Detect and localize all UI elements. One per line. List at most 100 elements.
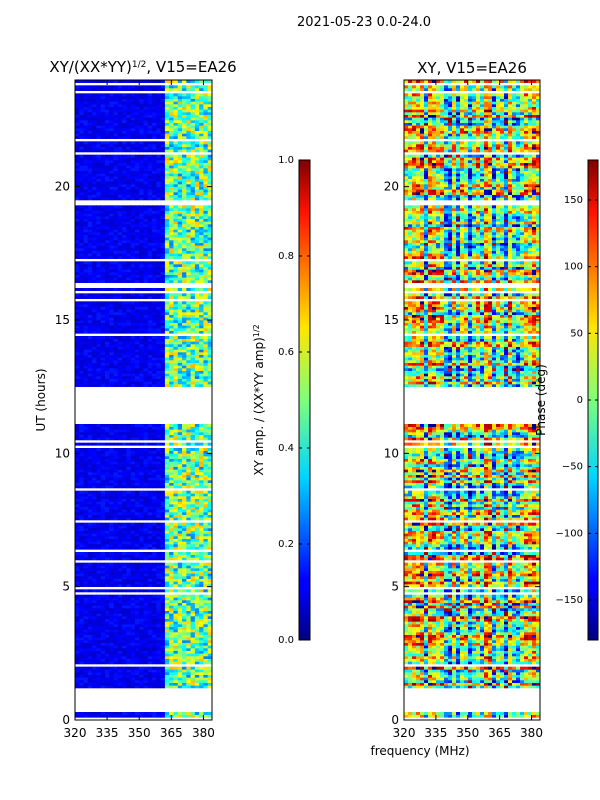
heatmap-cell <box>79 490 84 494</box>
heatmap-cell <box>113 450 119 454</box>
heatmap-cell <box>164 597 170 601</box>
heatmap-cell <box>160 541 166 545</box>
heatmap-cell <box>173 600 179 603</box>
heatmap-cell <box>122 330 127 334</box>
heatmap-cell <box>96 714 102 718</box>
heatmap-cell <box>100 629 106 633</box>
heatmap-cell <box>117 597 123 601</box>
heatmap-cell <box>130 653 136 657</box>
heatmap-cell <box>186 546 191 550</box>
heatmap-cell <box>75 480 80 483</box>
heatmap-cell <box>199 240 204 243</box>
heatmap-cell <box>190 365 196 369</box>
heatmap-cell <box>104 616 110 619</box>
heatmap-cell <box>143 376 149 379</box>
heatmap-cell <box>92 376 97 379</box>
heatmap-cell <box>152 640 157 643</box>
heatmap-cell <box>130 256 136 259</box>
heatmap-cell <box>143 360 149 363</box>
heatmap-cell <box>92 378 97 382</box>
heatmap-cell <box>169 610 174 614</box>
heatmap-cell <box>126 304 132 307</box>
heatmap-cell <box>169 589 174 593</box>
heatmap-cell <box>130 530 136 534</box>
heatmap-cell <box>130 501 136 505</box>
heatmap-cell <box>173 496 179 499</box>
heatmap-cell <box>186 666 191 670</box>
heatmap-cell <box>164 570 170 574</box>
heatmap-cell <box>152 322 157 326</box>
heatmap-cell <box>96 234 102 238</box>
heatmap-cell <box>194 608 200 611</box>
heatmap-cell <box>113 296 119 299</box>
heatmap-cell <box>104 578 110 582</box>
heatmap-cell <box>83 517 89 521</box>
heatmap-cell <box>109 288 114 291</box>
heatmap-cell <box>160 640 166 643</box>
heatmap-cell <box>113 197 119 201</box>
heatmap-cell <box>87 221 93 225</box>
heatmap-cell <box>134 632 140 635</box>
heatmap-cell <box>117 376 123 379</box>
heatmap-cell <box>182 216 187 219</box>
heatmap-cell <box>117 538 123 542</box>
heatmap-cell <box>117 576 123 579</box>
heatmap-cell <box>122 517 127 521</box>
heatmap-cell <box>87 261 93 265</box>
heatmap-cell <box>104 544 110 547</box>
heatmap-cell <box>173 229 179 233</box>
heatmap-cell <box>160 368 166 371</box>
heatmap-cell <box>122 256 127 259</box>
heatmap-cell <box>87 328 93 331</box>
heatmap-cell <box>87 322 93 326</box>
heatmap-cell <box>173 506 179 510</box>
heatmap-cell <box>87 312 93 315</box>
heatmap-cell <box>152 360 157 363</box>
heatmap-cell <box>182 642 187 646</box>
heatmap-cell <box>156 208 162 211</box>
heatmap-cell <box>79 472 84 475</box>
heatmap-cell <box>100 250 106 254</box>
heatmap-cell <box>203 365 209 369</box>
heatmap-cell <box>177 274 183 278</box>
heatmap-cell <box>203 426 209 430</box>
heatmap-cell <box>100 274 106 278</box>
heatmap-cell <box>87 602 93 606</box>
heatmap-cell <box>186 381 191 385</box>
heatmap-cell <box>139 242 144 246</box>
heatmap-cell <box>207 288 212 291</box>
heatmap-cell <box>152 546 157 550</box>
heatmap-cell <box>126 349 132 353</box>
heatmap-cell <box>139 250 144 254</box>
heatmap-cell <box>100 357 106 361</box>
heatmap-cell <box>143 349 149 353</box>
heatmap-cell <box>203 229 209 233</box>
heatmap-cell <box>199 490 204 494</box>
heatmap-cell <box>92 336 97 339</box>
heatmap-cell <box>147 250 153 254</box>
heatmap-cell <box>182 378 187 382</box>
heatmap-cell <box>100 712 106 715</box>
heatmap-cell <box>130 632 136 635</box>
heatmap-cell <box>156 525 162 529</box>
heatmap-cell <box>173 320 179 323</box>
heatmap-cell <box>134 320 140 323</box>
heatmap-cell <box>164 261 170 265</box>
heatmap-cell <box>134 237 140 241</box>
heatmap-cell <box>160 277 166 281</box>
heatmap-cell <box>139 197 144 201</box>
heatmap-cell <box>100 584 106 587</box>
heatmap-cell <box>117 234 123 238</box>
heatmap-cell <box>190 338 196 342</box>
heatmap-cell <box>117 640 123 643</box>
heatmap-cell <box>182 309 187 313</box>
heatmap-cell <box>143 453 149 457</box>
heatmap-cell <box>104 256 110 259</box>
heatmap-cell <box>79 341 84 345</box>
heatmap-cell <box>126 240 132 243</box>
heatmap-cell <box>203 682 209 686</box>
heatmap-cell <box>190 525 196 529</box>
heatmap-cell <box>104 680 110 683</box>
heatmap-cell <box>109 666 114 670</box>
heatmap-cell <box>96 661 102 665</box>
